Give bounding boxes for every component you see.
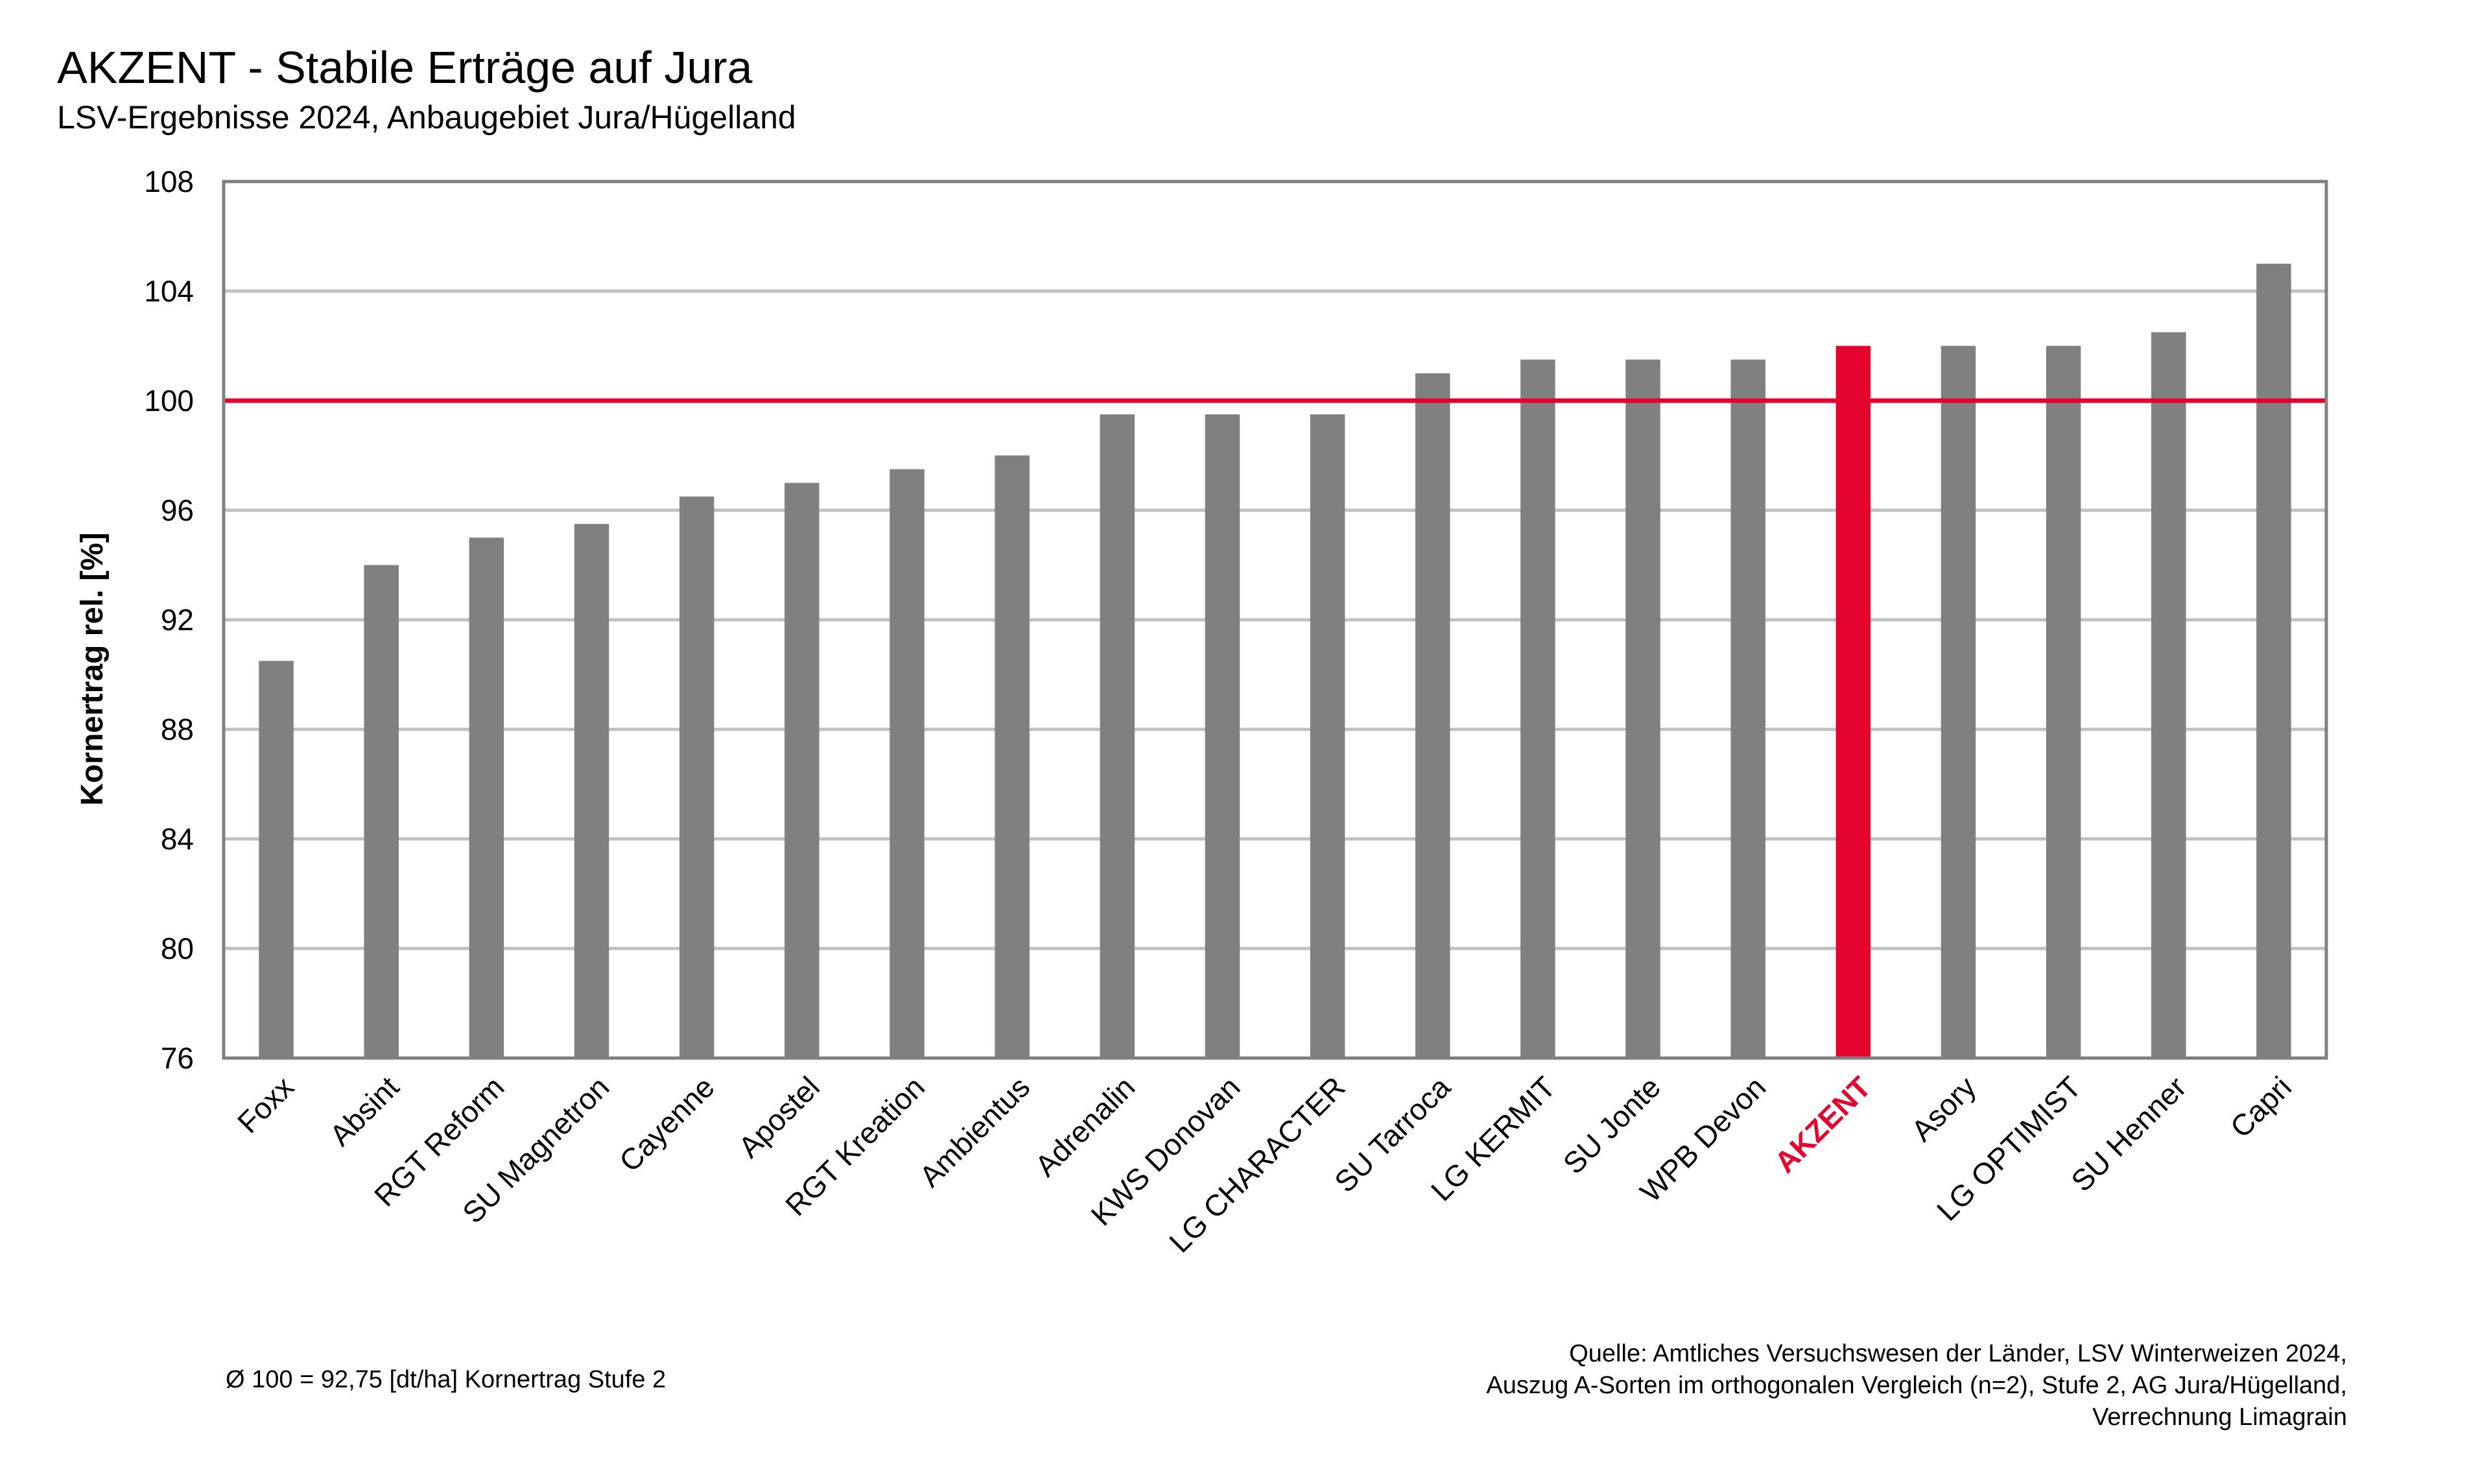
y-tick-label-108: 108 (144, 165, 194, 198)
x-tick-label-foxx: Foxx (231, 1070, 300, 1139)
y-tick-label-100: 100 (144, 384, 194, 418)
x-tick-label-su-henner: SU Henner (2064, 1070, 2193, 1198)
source-line-2: Auszug A-Sorten im orthogonalen Vergleic… (1486, 1372, 2347, 1399)
y-tick-label-96: 96 (161, 493, 194, 527)
bar-cayenne (679, 496, 714, 1058)
x-tick-label-absint: Absint (323, 1070, 405, 1152)
bar-ambientus (995, 455, 1030, 1058)
x-tick-label-lg-character: LG CHARACTER (1163, 1070, 1352, 1259)
x-tick-label-asory: Asory (1905, 1070, 1983, 1148)
y-tick-label-104: 104 (144, 274, 194, 308)
x-tick-label-su-jonte: SU Jonte (1557, 1070, 1668, 1181)
bar-su-magnetron (574, 524, 609, 1058)
bar-absint (364, 565, 399, 1058)
y-tick-label-92: 92 (161, 603, 194, 637)
gridlines (224, 289, 2326, 950)
y-tick-label-84: 84 (161, 822, 194, 856)
bar-capri (2256, 263, 2291, 1058)
bar-lg-character (1310, 414, 1345, 1058)
source-line-1: Quelle: Amtliches Versuchswesen der Länd… (1569, 1340, 2347, 1367)
bar-su-henner (2151, 332, 2186, 1058)
y-axis-ticks: 76 80 84 88 92 96 100 104 108 (144, 165, 194, 1075)
source-line-3: Verrechnung Limagrain (2092, 1404, 2347, 1431)
y-tick-label-88: 88 (161, 713, 194, 746)
x-tick-label-ambientus: Ambientus (913, 1070, 1036, 1193)
chart-title: AKZENT - Stabile Erträge auf Jura (57, 42, 753, 93)
x-tick-label-akzent: AKZENT (1768, 1070, 1878, 1179)
bar-lg-optimist (2046, 346, 2081, 1058)
bar-su-tarroca (1415, 373, 1450, 1058)
bars (259, 263, 2291, 1058)
bar-rgt-kreation (890, 469, 925, 1058)
x-tick-label-capri: Capri (2223, 1070, 2298, 1144)
x-tick-label-adrenalin: Adrenalin (1028, 1070, 1141, 1183)
bar-kws-donovan (1205, 414, 1240, 1058)
bar-su-jonte (1625, 359, 1660, 1058)
bar-rgt-reform (469, 537, 504, 1058)
chart-subtitle: LSV-Ergebnisse 2024, Anbaugebiet Jura/Hü… (57, 99, 796, 135)
y-tick-label-80: 80 (161, 932, 194, 965)
bar-adrenalin (1100, 414, 1135, 1058)
plot-area-frame (222, 180, 2328, 1060)
x-tick-label-apostel: Apostel (732, 1070, 826, 1164)
bar-akzent (1835, 346, 1871, 1058)
bar-asory (1941, 346, 1976, 1058)
baseline-note: Ø 100 = 92,75 [dt/ha] Kornertrag Stufe 2 (226, 1366, 666, 1393)
bar-wpb-devon (1730, 359, 1765, 1058)
bar-lg-kermit (1520, 359, 1555, 1058)
y-axis-label: Kornertrag rel. [%] (75, 532, 110, 805)
bar-foxx (259, 661, 294, 1058)
bar-apostel (785, 482, 820, 1058)
y-tick-label-76: 76 (161, 1041, 194, 1075)
x-tick-label-cayenne: Cayenne (613, 1070, 721, 1178)
